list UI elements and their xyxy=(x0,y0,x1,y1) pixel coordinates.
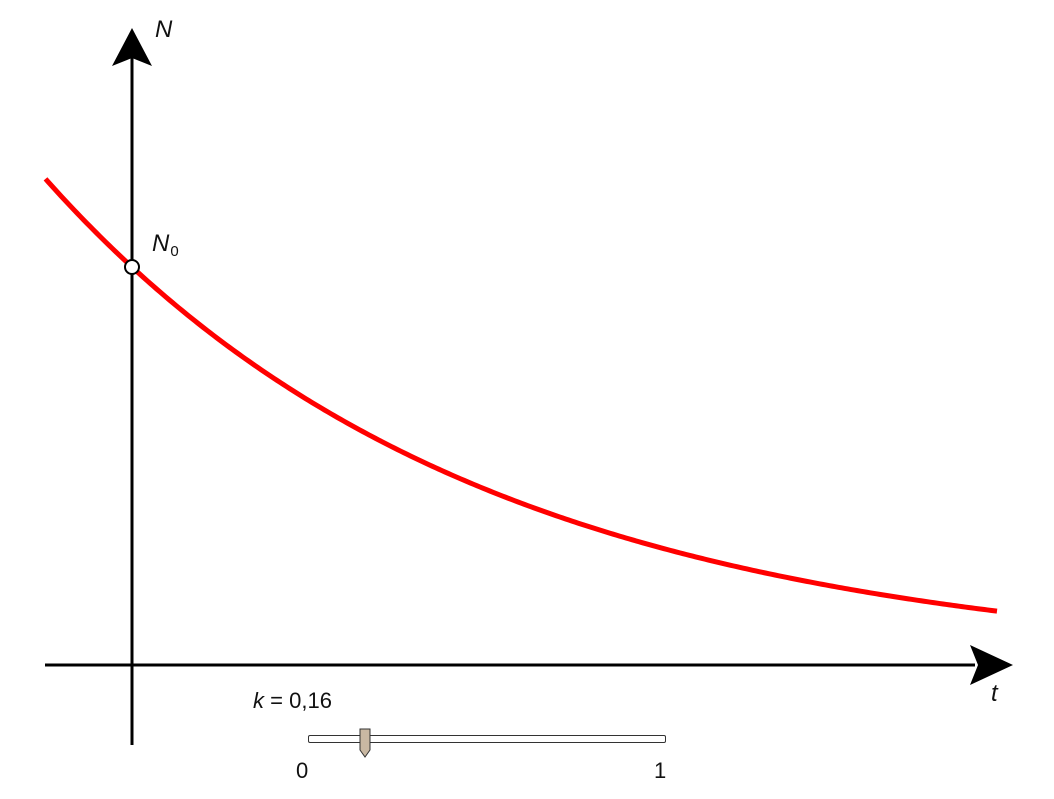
k-symbol: k xyxy=(253,688,264,713)
equals-sign: = xyxy=(270,688,283,713)
n0-label-subscript: 0 xyxy=(170,243,179,260)
k-value: 0,16 xyxy=(289,688,332,713)
n0-point[interactable] xyxy=(124,259,140,275)
slider-min-label: 0 xyxy=(296,758,309,783)
x-axis-label: t xyxy=(991,680,998,707)
decay-curve xyxy=(43,177,998,614)
k-value-readout: k = 0,16 xyxy=(253,688,332,714)
slider-max-label: 1 xyxy=(654,758,667,783)
x-axis-arrow xyxy=(970,645,1013,685)
k-slider-track[interactable] xyxy=(308,735,666,743)
axes xyxy=(45,28,1013,745)
n0-point-label: N0 xyxy=(152,230,179,260)
y-axis-label: N xyxy=(155,16,173,43)
y-axis-arrow xyxy=(112,28,152,66)
n0-label-main: N xyxy=(152,230,170,257)
k-slider-thumb[interactable] xyxy=(359,728,371,758)
